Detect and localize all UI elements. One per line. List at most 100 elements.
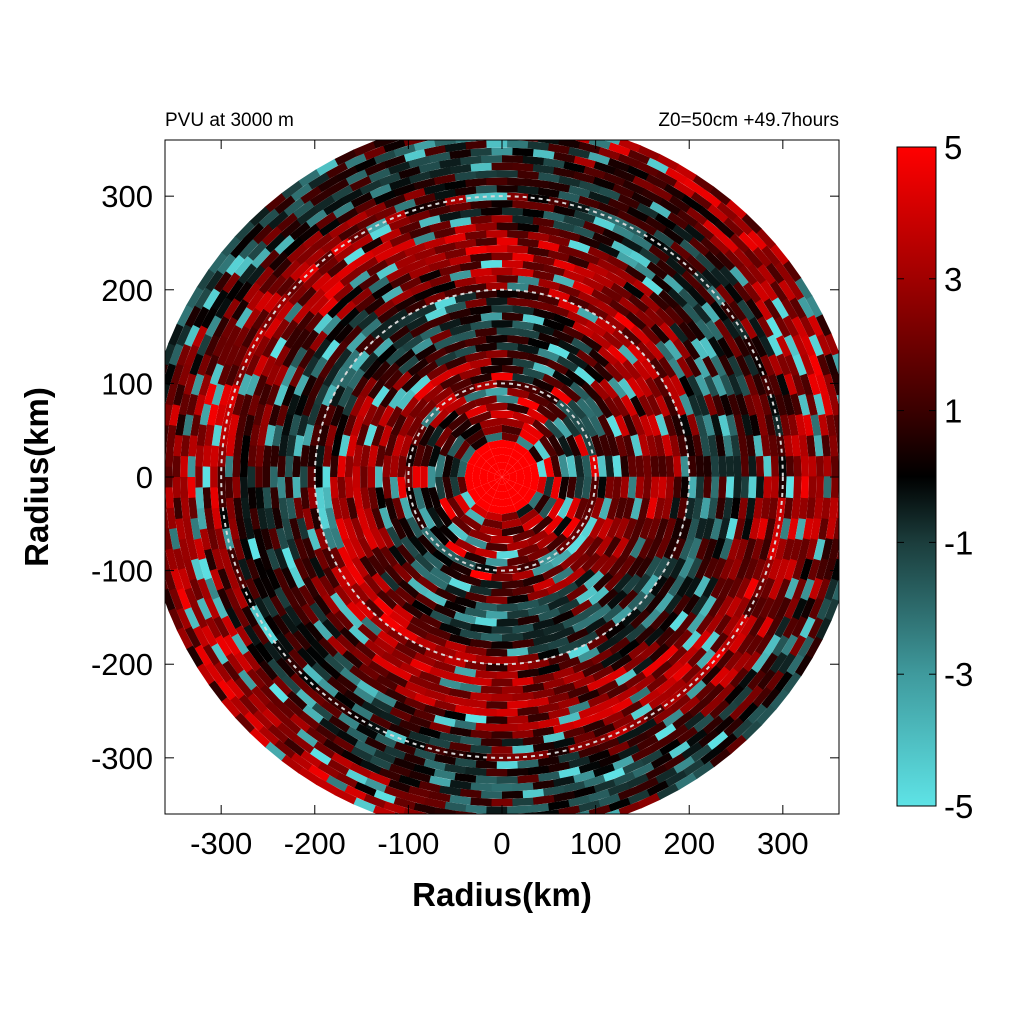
field-cell [286,690,308,711]
field-cell [711,393,726,417]
field-cell [253,596,271,620]
field-cell [506,282,529,292]
field-cell [695,681,717,702]
field-cell [278,434,289,457]
field-cell [805,295,823,318]
field-cell [542,317,565,332]
field-cell [398,517,415,540]
field-cell [330,366,349,389]
field-cell [444,801,467,813]
field-cell [539,434,558,457]
field-cell [807,616,824,640]
field-cell [485,282,508,291]
field-cell [485,387,508,397]
field-cell [502,511,520,522]
field-cell [183,558,197,582]
field-cell [641,573,660,596]
field-cell [420,406,441,428]
field-cell [391,648,414,666]
field-cell [512,305,535,316]
field-cell [608,797,632,812]
field-cell [693,713,715,733]
field-cell [538,607,561,622]
field-cell [507,700,529,710]
field-cell [527,352,550,366]
field-cell [718,700,740,721]
field-cell [350,582,370,604]
field-cell [470,744,493,754]
field-cell [547,636,570,651]
field-cell [354,641,377,661]
field-cell [658,356,677,379]
field-cell [385,671,409,688]
field-cell [562,214,586,228]
field-cell [566,497,582,520]
field-cell [464,335,487,348]
field-cell [741,517,754,541]
field-cell [793,476,802,499]
colorbar-tick-label: -3 [944,656,973,693]
field-cell [711,537,726,560]
field-cell [553,775,576,788]
field-cell [789,296,807,319]
field-cell [688,697,710,718]
field-cell [711,374,727,397]
field-cell [677,677,698,698]
field-cell [722,216,744,237]
field-cell [429,407,450,429]
field-cell [733,476,742,499]
field-cell [572,714,596,729]
field-cell [211,383,225,407]
field-cell [616,209,639,226]
field-cell [429,566,453,585]
field-cell [795,413,807,436]
field-cell [669,497,681,520]
field-cell [556,355,579,373]
field-cell [684,711,706,731]
field-cell [635,476,645,499]
field-cell [527,588,550,602]
field-cell [671,537,687,561]
field-cell [348,309,369,329]
field-cell [270,466,278,488]
field-cell [347,564,366,587]
field-cell [386,526,403,549]
y-tick-label: 200 [101,273,153,308]
field-cell [548,652,571,666]
field-cell [776,496,786,519]
field-cell [638,394,655,417]
field-cell [459,421,482,440]
field-cell [573,730,597,745]
field-cell [577,234,601,250]
field-cell [268,404,281,427]
field-cell [339,667,362,687]
field-cell [519,508,540,526]
field-cell [662,273,684,294]
field-cell [670,693,692,713]
field-cell [852,434,861,456]
field-cell [760,652,779,675]
field-cell [616,251,639,269]
pv-field [165,140,861,814]
field-cell [511,215,534,225]
field-cell [408,770,432,784]
field-cell [325,507,338,530]
field-cell [532,148,555,160]
field-cell [632,359,652,381]
field-cell [270,487,280,510]
field-cell [450,515,473,536]
field-cell [170,568,184,592]
field-cell [320,660,342,681]
field-cell [661,556,679,579]
field-cell [718,265,739,287]
field-cell [618,344,639,365]
field-cell [646,157,669,174]
field-cell [528,445,544,463]
field-cell [654,723,677,742]
field-cell [733,517,746,541]
field-cell [170,363,184,387]
field-cell [690,337,709,360]
field-cell [351,556,369,579]
field-cell [381,285,404,303]
field-cell [417,399,437,420]
